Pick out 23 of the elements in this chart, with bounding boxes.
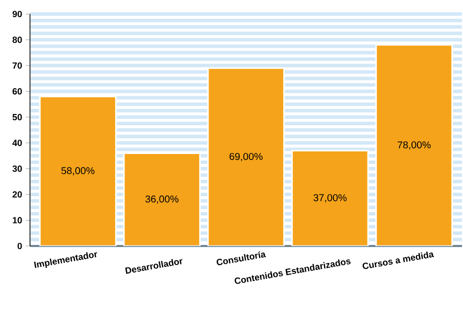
- y-tick-label: 0: [18, 242, 22, 250]
- data-label: 37,00%: [314, 194, 347, 202]
- y-tick-label: 10: [12, 217, 22, 224]
- bar: [39, 96, 117, 246]
- bar: [123, 152, 201, 246]
- data-label: 69,00%: [230, 152, 263, 162]
- bar: [375, 44, 453, 246]
- x-tick-label: Desarrollador: [125, 259, 182, 274]
- bar: [207, 67, 285, 246]
- data-label: 78,00%: [398, 141, 431, 150]
- data-label: 58,00%: [61, 167, 94, 176]
- y-tick-label: 50: [12, 114, 22, 120]
- y-tick-label: 70: [12, 62, 22, 69]
- y-tick-label: 20: [12, 191, 22, 198]
- data-label: 36,00%: [145, 195, 179, 204]
- y-tick-label: 90: [12, 10, 22, 18]
- y-tick-label: 30: [12, 165, 22, 172]
- y-tick-label: 40: [12, 140, 22, 146]
- bar: [291, 150, 369, 246]
- x-tick-label: Cursos a medida: [362, 251, 434, 270]
- y-tick-label: 60: [12, 88, 22, 95]
- x-tick-label: Consultoría: [216, 251, 266, 266]
- y-tick-label: 80: [12, 36, 22, 43]
